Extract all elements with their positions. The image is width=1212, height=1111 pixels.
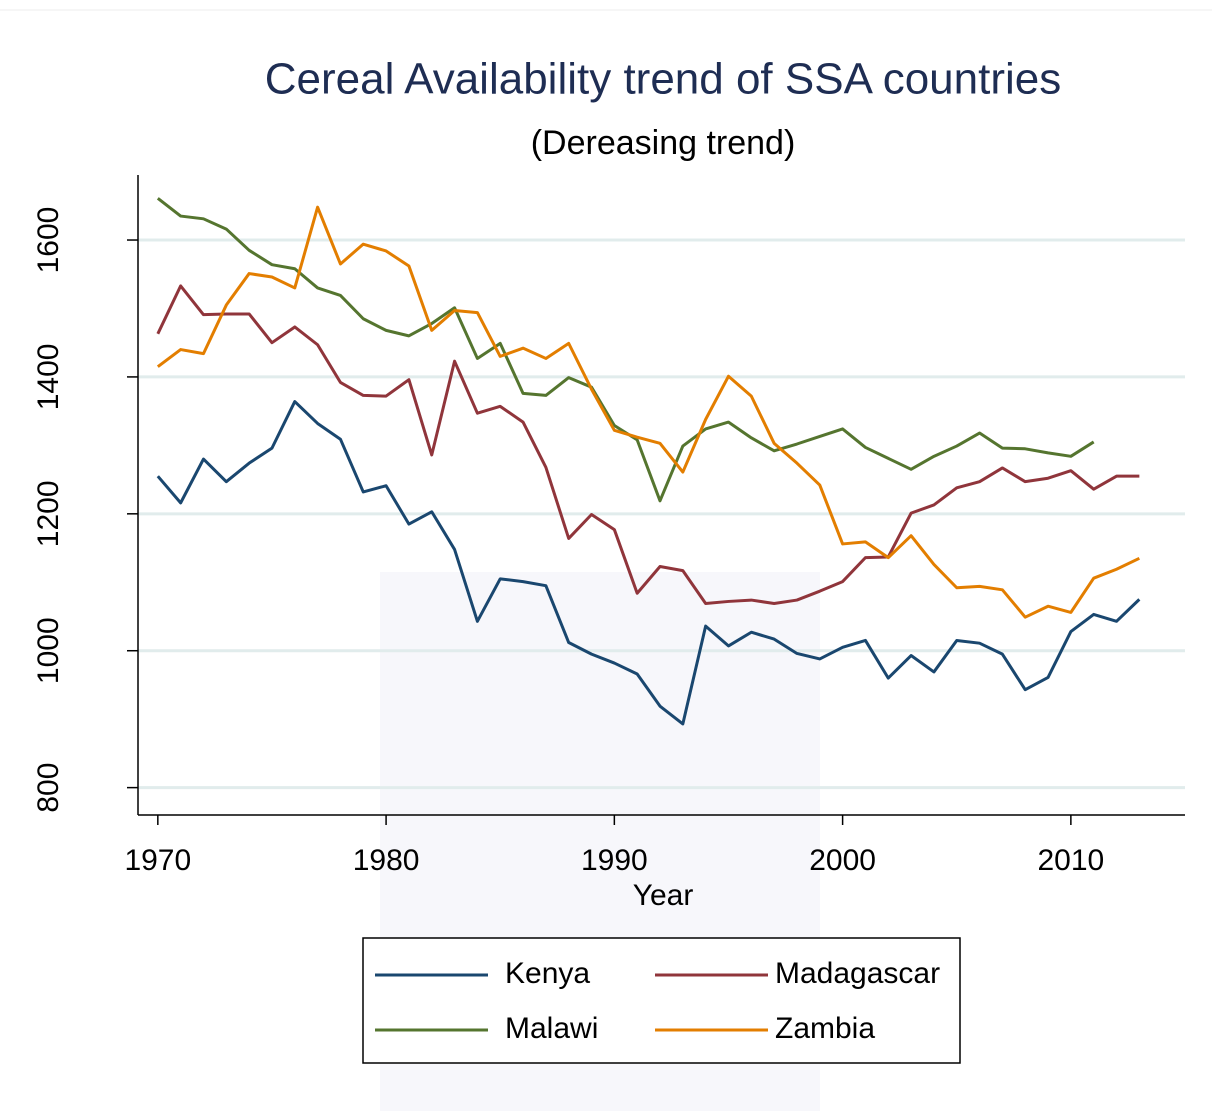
chart-subtitle: (Dereasing trend) bbox=[531, 124, 796, 162]
x-tick-label: 2000 bbox=[809, 844, 876, 877]
y-tick-label: 1200 bbox=[32, 480, 65, 547]
chart: Cereal Availability trend of SSA countri… bbox=[0, 0, 1212, 1111]
y-tick-label: 1400 bbox=[32, 344, 65, 411]
legend-label: Zambia bbox=[775, 1012, 875, 1045]
y-tick-label: 1600 bbox=[32, 207, 65, 274]
x-tick-label: 1980 bbox=[353, 844, 420, 877]
series-line bbox=[158, 198, 1094, 501]
page: Cereal Availability trend of SSA countri… bbox=[0, 0, 1212, 1111]
y-tick-label: 800 bbox=[32, 763, 65, 813]
legend-label: Kenya bbox=[505, 957, 590, 990]
x-tick-label: 2010 bbox=[1037, 844, 1104, 877]
x-axis-label: Year bbox=[633, 879, 694, 912]
chart-title: Cereal Availability trend of SSA countri… bbox=[265, 55, 1062, 104]
x-tick-label: 1970 bbox=[124, 844, 191, 877]
legend-label: Malawi bbox=[505, 1012, 598, 1045]
legend-label: Madagascar bbox=[775, 957, 940, 990]
y-tick-label: 1000 bbox=[32, 617, 65, 684]
x-tick-label: 1990 bbox=[581, 844, 648, 877]
series-line bbox=[158, 286, 1140, 604]
